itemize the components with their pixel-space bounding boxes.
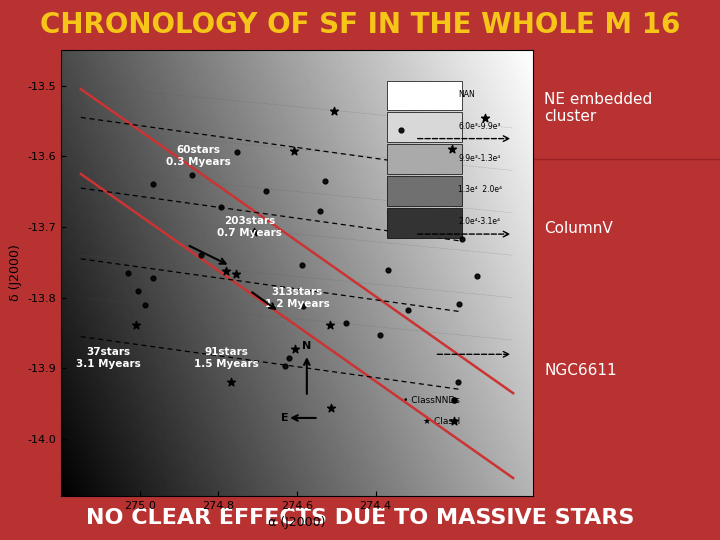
Bar	[387, 112, 462, 142]
Point	[315, 207, 326, 215]
Point	[225, 378, 237, 387]
Text: NAN: NAN	[458, 90, 475, 99]
Point	[132, 286, 144, 295]
Y-axis label: δ (J2000): δ (J2000)	[9, 245, 22, 301]
Text: 203stars
0.7 Myears: 203stars 0.7 Myears	[217, 216, 282, 238]
Point	[230, 270, 242, 279]
Point	[446, 145, 458, 153]
Text: 91stars
1.5 Myears: 91stars 1.5 Myears	[194, 347, 258, 369]
Text: NE embedded
cluster: NE embedded cluster	[544, 92, 652, 124]
Bar	[387, 208, 462, 238]
Point	[215, 203, 227, 212]
Point	[232, 148, 243, 157]
Point	[297, 302, 309, 310]
Point	[283, 354, 294, 363]
Point	[297, 261, 308, 269]
Point	[449, 396, 460, 404]
Point	[186, 171, 198, 179]
Text: NO CLEAR EFFECTS DUE TO MASSIVE STARS: NO CLEAR EFFECTS DUE TO MASSIVE STARS	[86, 508, 634, 528]
Point	[449, 417, 460, 426]
Point	[288, 147, 300, 156]
Point	[248, 228, 259, 237]
Text: 313stars
1.2 Myears: 313stars 1.2 Myears	[265, 287, 329, 308]
Point	[320, 177, 331, 185]
Text: E: E	[282, 413, 289, 423]
Text: • ClassNNDs: • ClassNNDs	[403, 396, 460, 405]
Point	[122, 268, 134, 277]
Point	[471, 271, 482, 280]
Text: ColumnV: ColumnV	[544, 221, 613, 236]
Bar	[387, 176, 462, 206]
Point	[289, 344, 300, 353]
Point	[382, 265, 393, 274]
Text: 2.0e⁴-3.1e⁴: 2.0e⁴-3.1e⁴	[458, 217, 500, 226]
Point	[140, 300, 151, 309]
Point	[148, 180, 159, 188]
Point	[374, 331, 386, 340]
Point	[195, 251, 207, 259]
Point	[396, 126, 408, 134]
Text: NGC6611: NGC6611	[544, 363, 616, 379]
Point	[328, 107, 340, 116]
X-axis label: α (J2000): α (J2000)	[269, 516, 325, 529]
Point	[452, 377, 464, 386]
Text: N: N	[302, 341, 312, 351]
Point	[402, 306, 413, 314]
Point	[324, 320, 336, 329]
Point	[480, 113, 491, 122]
Text: 1.3e⁴  2.0e⁴: 1.3e⁴ 2.0e⁴	[458, 185, 502, 194]
Point	[325, 403, 337, 412]
Point	[130, 320, 142, 329]
Point	[220, 267, 232, 276]
Point	[148, 273, 159, 282]
Text: 6.0e³-9.9e³: 6.0e³-9.9e³	[458, 122, 500, 131]
Point	[279, 362, 291, 370]
Bar	[387, 144, 462, 174]
Text: 60stars
0.3 Myears: 60stars 0.3 Myears	[166, 145, 231, 167]
Point	[454, 300, 465, 308]
Text: ★ ClassI: ★ ClassI	[423, 417, 460, 426]
Text: 37stars
3.1 Myears: 37stars 3.1 Myears	[76, 347, 140, 369]
Point	[261, 187, 272, 195]
Text: 9.9e³-1.3e⁴: 9.9e³-1.3e⁴	[458, 153, 500, 163]
Text: CHRONOLOGY OF SF IN THE WHOLE M 16: CHRONOLOGY OF SF IN THE WHOLE M 16	[40, 11, 680, 39]
Bar	[387, 80, 462, 110]
Point	[456, 234, 467, 243]
Point	[341, 319, 352, 327]
